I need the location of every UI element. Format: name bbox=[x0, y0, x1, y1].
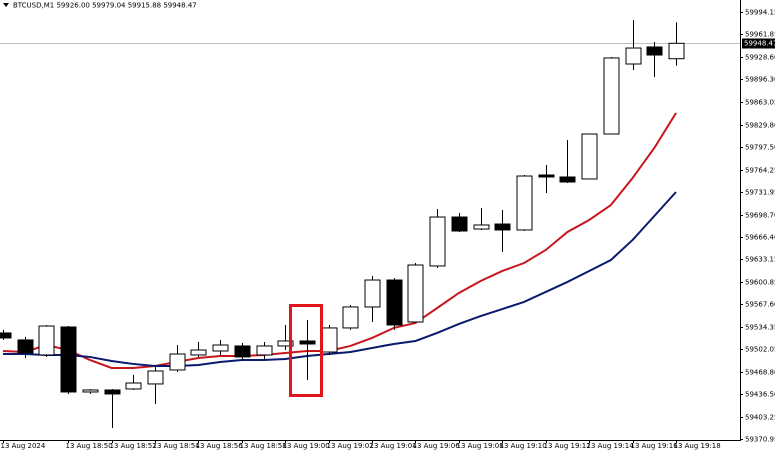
y-tick-label: 59797.50 bbox=[745, 144, 775, 152]
x-tick-label: 13 Aug 19:14 bbox=[587, 442, 635, 450]
collapse-arrow[interactable] bbox=[3, 3, 9, 7]
candle-body bbox=[603, 57, 620, 135]
y-tick-label: 59403.25 bbox=[745, 414, 775, 422]
candle-body bbox=[473, 224, 490, 230]
candle-body bbox=[234, 345, 251, 358]
y-tick-label: 59567.60 bbox=[745, 301, 775, 309]
y-tick-label: 59502.05 bbox=[745, 346, 775, 354]
x-tick-label: 13 Aug 19:12 bbox=[544, 442, 591, 450]
y-tick-label: 59863.05 bbox=[745, 99, 775, 107]
candle-body bbox=[0, 332, 12, 339]
chart-title: BTCUSD,M1 59926.00 59979.04 59915.88 599… bbox=[13, 2, 197, 10]
y-tick-label: 59829.80 bbox=[745, 122, 775, 130]
y-tick-label: 59961.85 bbox=[745, 31, 775, 39]
candle-body bbox=[277, 340, 294, 347]
y-tick-label: 59994.15 bbox=[745, 9, 775, 17]
x-tick-label: 13 Aug 19:08 bbox=[457, 442, 504, 450]
candle-body bbox=[321, 327, 338, 353]
y-tick-label: 59928.60 bbox=[745, 54, 775, 62]
x-tick-label: 13 Aug 18:50 bbox=[66, 442, 113, 450]
candle-body bbox=[668, 42, 685, 60]
y-tick-label: 59534.35 bbox=[745, 324, 775, 332]
candle-body bbox=[407, 264, 424, 323]
candle-body bbox=[559, 176, 576, 183]
y-tick-label: 59600.85 bbox=[745, 279, 775, 287]
x-tick-label: 13 Aug 2024 bbox=[1, 442, 46, 450]
candle-body bbox=[125, 382, 142, 390]
x-tick-label: 13 Aug 19:04 bbox=[370, 442, 418, 450]
y-tick-label: 59370.95 bbox=[745, 436, 775, 444]
x-tick-label: 13 Aug 18:58 bbox=[240, 442, 287, 450]
current-price-box bbox=[742, 38, 775, 49]
candle-body bbox=[169, 353, 186, 371]
y-tick-label: 59436.50 bbox=[745, 391, 775, 399]
candle-body bbox=[82, 389, 99, 393]
y-tick-label: 59764.25 bbox=[745, 167, 775, 175]
current-price-label: 59948.47 bbox=[744, 40, 775, 48]
x-tick-label: 13 Aug 19:06 bbox=[413, 442, 461, 450]
candle-body bbox=[646, 46, 663, 56]
y-tick-label: 59468.80 bbox=[745, 369, 775, 377]
x-tick-label: 13 Aug 19:10 bbox=[500, 442, 547, 450]
y-tick-label: 59633.15 bbox=[745, 256, 775, 264]
candle-body bbox=[581, 133, 598, 180]
candle-body bbox=[190, 349, 207, 356]
candle-body bbox=[451, 216, 468, 232]
x-tick-label: 13 Aug 18:52 bbox=[110, 442, 157, 450]
y-tick-label: 59731.95 bbox=[745, 189, 775, 197]
candle-body bbox=[538, 174, 555, 178]
x-tick-label: 13 Aug 18:56 bbox=[196, 442, 244, 450]
candle-body bbox=[256, 345, 273, 356]
y-tick-label: 59896.30 bbox=[745, 76, 775, 84]
y-tick-label: 59666.40 bbox=[745, 234, 775, 242]
candle-body bbox=[494, 223, 511, 231]
candle-body bbox=[299, 340, 316, 345]
x-tick-label: 13 Aug 19:18 bbox=[674, 442, 721, 450]
moving-average-line bbox=[2, 112, 677, 369]
candle-body bbox=[147, 370, 164, 385]
moving-average-line bbox=[3, 191, 677, 367]
candle-body bbox=[342, 306, 359, 329]
candle-body bbox=[212, 344, 229, 352]
candle-body bbox=[38, 325, 55, 356]
x-tick-label: 13 Aug 19:16 bbox=[631, 442, 679, 450]
x-tick-label: 13 Aug 18:54 bbox=[153, 442, 201, 450]
candle-body bbox=[364, 279, 381, 308]
x-tick-label: 13 Aug 19:02 bbox=[327, 442, 374, 450]
candle-body bbox=[104, 389, 121, 395]
candle-body bbox=[516, 175, 533, 231]
candle-body bbox=[17, 339, 34, 354]
plot-area bbox=[0, 19, 740, 428]
highlight-box bbox=[289, 304, 323, 397]
y-tick-label: 59698.70 bbox=[745, 212, 775, 220]
x-tick-label: 13 Aug 19:00 bbox=[283, 442, 330, 450]
candle-body bbox=[386, 279, 403, 326]
candle-body bbox=[60, 326, 77, 393]
candle-body bbox=[429, 216, 446, 267]
candle-body bbox=[625, 47, 642, 65]
